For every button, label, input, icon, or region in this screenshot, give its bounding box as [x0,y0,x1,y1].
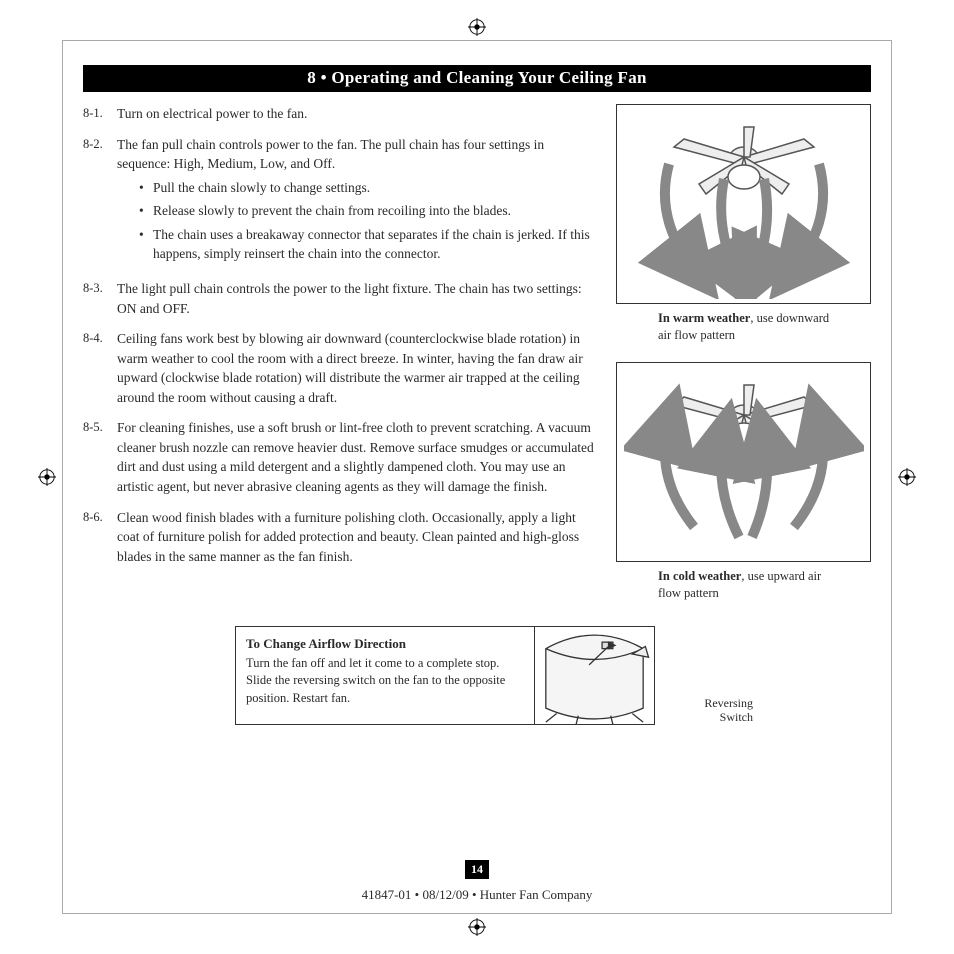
step: 8-4. Ceiling fans work best by blowing a… [83,329,594,407]
fan-motor-icon [535,627,654,724]
step-text: Turn on electrical power to the fan. [117,104,594,124]
sub-item: Pull the chain slowly to change settings… [139,178,594,198]
switch-label: Reversing Switch [704,696,755,725]
page-frame: 8 • Operating and Cleaning Your Ceiling … [62,40,892,914]
step-number: 8-6. [83,508,117,567]
step-text: Ceiling fans work best by blowing air do… [117,329,594,407]
step: 8-2. The fan pull chain controls power t… [83,135,594,268]
registration-mark-icon [468,18,486,36]
registration-mark-icon [468,918,486,936]
fan-downward-icon [624,109,864,299]
registration-mark-icon [38,468,56,486]
step: 8-5. For cleaning finishes, use a soft b… [83,418,594,496]
airflow-text: Turn the fan off and let it come to a co… [246,655,524,708]
figures-column: In warm weather, use downward air flow p… [616,104,871,620]
step-number: 8-4. [83,329,117,407]
sub-list: Pull the chain slowly to change settings… [117,178,594,264]
step: 8-3. The light pull chain controls the p… [83,279,594,318]
step-text: The fan pull chain controls power to the… [117,137,544,172]
step-number: 8-2. [83,135,117,268]
footer-text: 41847-01 • 08/12/09 • Hunter Fan Company [63,887,891,903]
warm-weather-figure [616,104,871,304]
registration-mark-icon [898,468,916,486]
cold-weather-figure [616,362,871,562]
step: 8-1. Turn on electrical power to the fan… [83,104,594,124]
step-text: Clean wood finish blades with a furnitur… [117,508,594,567]
sub-item: The chain uses a breakaway connector tha… [139,225,594,264]
step-number: 8-5. [83,418,117,496]
reversing-switch-figure [535,626,655,725]
airflow-title: To Change Airflow Direction [246,635,524,653]
step-text: The light pull chain controls the power … [117,279,594,318]
step-text: For cleaning finishes, use a soft brush … [117,418,594,496]
sub-item: Release slowly to prevent the chain from… [139,201,594,221]
section-title: 8 • Operating and Cleaning Your Ceiling … [83,65,871,92]
cold-caption: In cold weather, use upward air flow pat… [616,568,871,602]
airflow-direction-box: To Change Airflow Direction Turn the fan… [235,626,871,725]
instructions-column: 8-1. Turn on electrical power to the fan… [83,104,594,620]
step-number: 8-3. [83,279,117,318]
fan-upward-icon [624,367,864,557]
step: 8-6. Clean wood finish blades with a fur… [83,508,594,567]
page-number: 14 [465,860,489,879]
warm-caption: In warm weather, use downward air flow p… [616,310,871,344]
step-number: 8-1. [83,104,117,124]
